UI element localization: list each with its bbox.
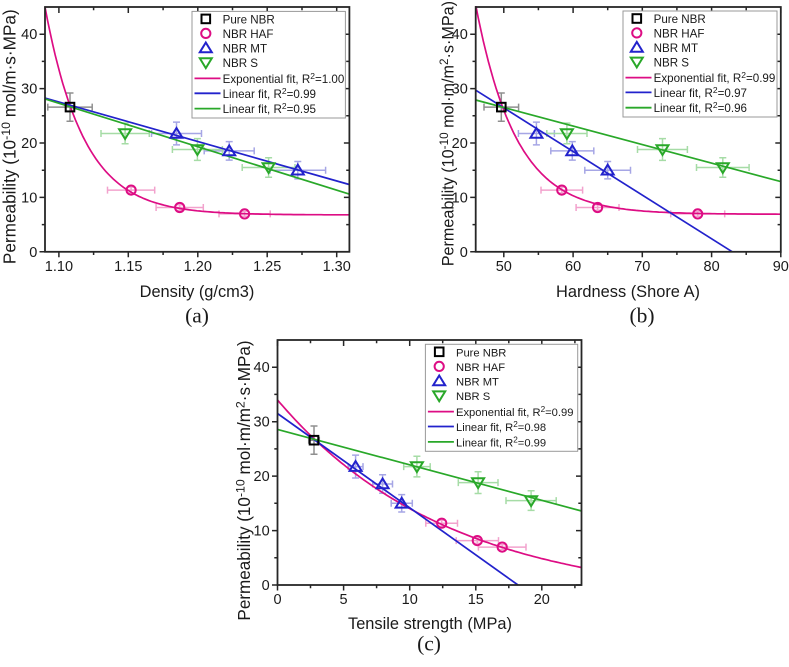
svg-text:Pure NBR: Pure NBR bbox=[223, 13, 275, 26]
svg-text:(a): (a) bbox=[185, 304, 209, 328]
svg-text:70: 70 bbox=[634, 259, 650, 275]
svg-text:20: 20 bbox=[254, 469, 270, 485]
svg-text:NBR S: NBR S bbox=[456, 391, 490, 403]
svg-text:Linear fit, R2=0.95: Linear fit, R2=0.95 bbox=[223, 101, 316, 116]
svg-text:10: 10 bbox=[402, 592, 418, 608]
svg-text:Exponential fit, R2=0.99: Exponential fit, R2=0.99 bbox=[456, 405, 573, 419]
svg-text:10: 10 bbox=[452, 190, 468, 206]
svg-text:1.10: 1.10 bbox=[45, 259, 73, 275]
svg-text:Permeability (10-10 mol·m/m2·s: Permeability (10-10 mol·m/m2·s·MPa) bbox=[233, 340, 254, 620]
svg-text:1.25: 1.25 bbox=[253, 259, 281, 275]
svg-text:10: 10 bbox=[254, 524, 270, 540]
svg-text:10: 10 bbox=[21, 190, 37, 206]
svg-text:40: 40 bbox=[254, 360, 270, 376]
svg-text:Density (g/cm3): Density (g/cm3) bbox=[140, 283, 255, 301]
svg-text:60: 60 bbox=[565, 259, 581, 275]
svg-text:Linear fit, R2=0.99: Linear fit, R2=0.99 bbox=[223, 86, 316, 101]
svg-text:90: 90 bbox=[773, 259, 789, 275]
svg-text:30: 30 bbox=[452, 82, 468, 98]
svg-text:50: 50 bbox=[496, 259, 512, 275]
svg-text:30: 30 bbox=[21, 82, 37, 98]
svg-text:20: 20 bbox=[452, 136, 468, 152]
svg-text:40: 40 bbox=[21, 27, 37, 43]
svg-text:0: 0 bbox=[29, 245, 37, 261]
svg-text:1.30: 1.30 bbox=[323, 259, 351, 275]
svg-text:20: 20 bbox=[21, 136, 37, 152]
svg-text:Pure NBR: Pure NBR bbox=[654, 13, 706, 26]
svg-text:NBR MT: NBR MT bbox=[456, 377, 499, 389]
svg-text:Pure NBR: Pure NBR bbox=[456, 347, 506, 359]
svg-text:NBR MT: NBR MT bbox=[223, 43, 267, 56]
svg-text:Exponential fit, R2=1.00: Exponential fit, R2=1.00 bbox=[223, 71, 345, 86]
svg-text:(b): (b) bbox=[629, 304, 654, 328]
svg-text:NBR S: NBR S bbox=[223, 57, 259, 70]
svg-text:20: 20 bbox=[534, 592, 550, 608]
svg-text:40: 40 bbox=[452, 27, 468, 43]
svg-text:NBR S: NBR S bbox=[654, 56, 690, 69]
svg-text:1.15: 1.15 bbox=[114, 259, 142, 275]
svg-text:Permeability (10-10 mol/m·s·MP: Permeability (10-10 mol/m·s·MPa) bbox=[0, 9, 20, 264]
svg-text:Tensile strength (MPa): Tensile strength (MPa) bbox=[348, 615, 512, 633]
svg-text:NBR MT: NBR MT bbox=[654, 42, 698, 55]
svg-text:0: 0 bbox=[460, 245, 468, 261]
svg-text:1.20: 1.20 bbox=[184, 259, 212, 275]
svg-text:NBR HAF: NBR HAF bbox=[654, 27, 705, 40]
svg-text:80: 80 bbox=[704, 259, 720, 275]
svg-text:0: 0 bbox=[273, 592, 281, 608]
svg-text:Linear fit, R2=0.98: Linear fit, R2=0.98 bbox=[456, 420, 546, 434]
svg-text:0: 0 bbox=[262, 578, 270, 594]
svg-text:Linear fit, R2=0.96: Linear fit, R2=0.96 bbox=[654, 100, 747, 115]
svg-text:15: 15 bbox=[468, 592, 484, 608]
svg-text:Linear fit, R2=0.97: Linear fit, R2=0.97 bbox=[654, 85, 747, 100]
svg-text:NBR HAF: NBR HAF bbox=[223, 28, 274, 41]
svg-text:(c): (c) bbox=[417, 632, 441, 656]
svg-text:Permeability (10-10 mol·m/m2·s: Permeability (10-10 mol·m/m2·s·MPa) bbox=[438, 1, 457, 266]
svg-text:Hardness (Shore A): Hardness (Shore A) bbox=[556, 283, 700, 301]
svg-text:Exponential fit, R2=0.99: Exponential fit, R2=0.99 bbox=[654, 70, 776, 85]
svg-text:Linear fit, R2=0.99: Linear fit, R2=0.99 bbox=[456, 435, 546, 449]
svg-text:30: 30 bbox=[254, 415, 270, 431]
svg-text:5: 5 bbox=[340, 592, 348, 608]
svg-text:NBR HAF: NBR HAF bbox=[456, 362, 505, 374]
